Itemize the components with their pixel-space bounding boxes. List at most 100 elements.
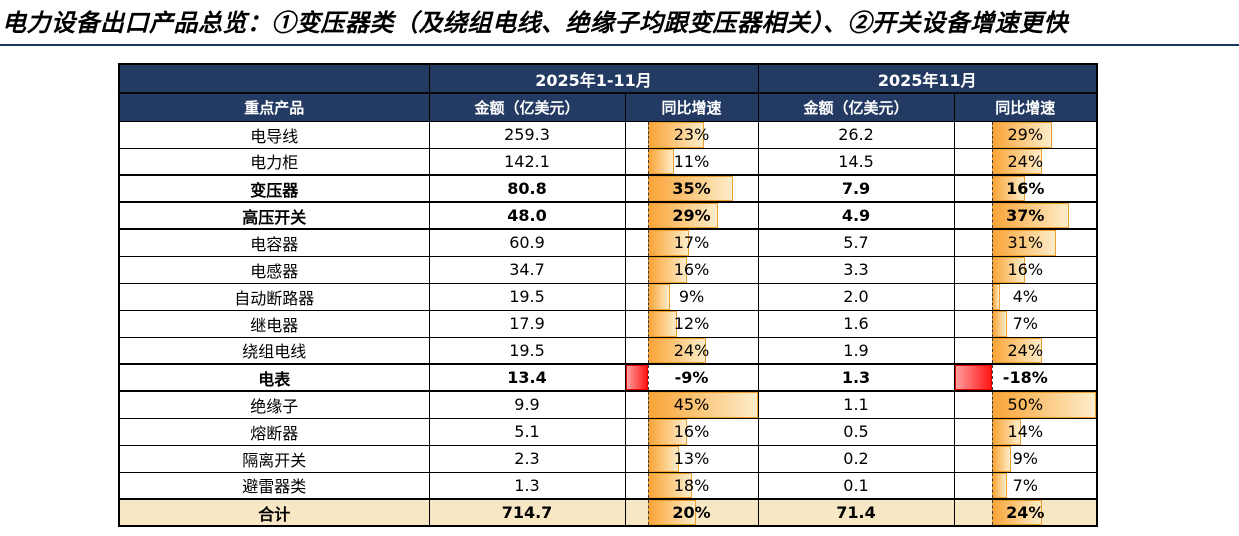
growth-cell-ytd: 9% <box>624 282 759 311</box>
product-cell: 继电器 <box>118 309 430 338</box>
nov-amount-cell: 14.5 <box>757 147 955 176</box>
growth-cell-nov: 50% <box>953 390 1098 419</box>
growth-cell-ytd: 20% <box>624 498 759 527</box>
growth-value: 23% <box>673 125 710 144</box>
zero-axis-line <box>991 230 993 255</box>
growth-value: 37% <box>1006 206 1045 225</box>
growth-value: 14% <box>1007 422 1044 441</box>
zero-axis-line <box>647 149 649 174</box>
nov-amount-cell: 3.3 <box>757 255 955 284</box>
zero-axis-line <box>647 446 649 471</box>
zero-axis-line <box>991 204 993 227</box>
growth-value: 9% <box>678 287 705 306</box>
growth-value: 13% <box>673 449 710 468</box>
product-cell: 自动断路器 <box>118 282 430 311</box>
positive-growth-bar <box>647 419 687 444</box>
zero-axis-line <box>647 177 649 200</box>
growth-value: -18% <box>1002 368 1048 387</box>
zero-axis-line <box>991 392 993 417</box>
zero-axis-line <box>991 501 993 524</box>
header-ytd-amount: 金额（亿美元） <box>428 92 626 122</box>
nov-amount-cell: 1.1 <box>757 390 955 419</box>
positive-growth-bar <box>647 392 758 417</box>
growth-cell-ytd: 18% <box>624 471 759 500</box>
growth-cell-ytd: 29% <box>624 201 759 230</box>
table-row: 绕组电线 19.5 24% 1.9 24% <box>118 336 1098 365</box>
zero-axis-line <box>647 501 649 524</box>
header-group-ytd: 2025年1-11月 <box>428 63 759 94</box>
product-cell: 电感器 <box>118 255 430 284</box>
positive-growth-bar <box>647 338 707 363</box>
growth-value: 16% <box>1006 179 1045 198</box>
growth-cell-ytd: 16% <box>624 255 759 284</box>
growth-value: 50% <box>1007 395 1044 415</box>
growth-cell-nov: 16% <box>953 174 1098 203</box>
nov-amount-cell: 26.2 <box>757 120 955 149</box>
table-row: 电容器 60.9 17% 5.7 31% <box>118 228 1098 257</box>
positive-growth-bar <box>991 419 1022 444</box>
negative-growth-bar <box>955 366 992 389</box>
table-row: 电导线 259.3 23% 26.2 29% <box>118 120 1098 149</box>
growth-cell-nov: 7% <box>953 471 1098 500</box>
ytd-amount-cell: 19.5 <box>428 282 626 311</box>
nov-amount-cell: 0.1 <box>757 471 955 500</box>
table-row: 熔断器 5.1 16% 0.5 14% <box>118 417 1098 446</box>
growth-value: 7% <box>1012 475 1038 495</box>
zero-axis-line <box>991 366 993 389</box>
growth-cell-nov: 4% <box>953 282 1098 311</box>
nov-amount-cell: 5.7 <box>757 228 955 257</box>
zero-axis-line <box>647 122 649 147</box>
growth-value: 45% <box>673 395 710 415</box>
zero-axis-line <box>647 366 649 389</box>
positive-growth-bar <box>991 122 1053 147</box>
positive-growth-bar <box>647 446 680 471</box>
header-corner-cell <box>118 63 430 94</box>
table-header-group-row: 2025年1-11月 2025年11月 <box>118 63 1098 94</box>
table-row: 绝缘子 9.9 45% 1.1 50% <box>118 390 1098 419</box>
growth-cell-ytd: 24% <box>624 336 759 365</box>
growth-value: 31% <box>1007 233 1044 253</box>
zero-axis-line <box>991 311 993 336</box>
growth-value: 16% <box>673 260 710 279</box>
ytd-amount-cell: 1.3 <box>428 471 626 500</box>
growth-cell-nov: 29% <box>953 120 1098 149</box>
growth-cell-ytd: 16% <box>624 417 759 446</box>
positive-growth-bar <box>991 392 1096 417</box>
growth-cell-nov: 24% <box>953 147 1098 176</box>
zero-axis-line <box>991 284 993 309</box>
header-product: 重点产品 <box>118 92 430 122</box>
table-row: 高压开关 48.0 29% 4.9 37% <box>118 201 1098 230</box>
growth-cell-ytd: 35% <box>624 174 759 203</box>
growth-value: 11% <box>673 151 710 171</box>
ytd-amount-cell: 13.4 <box>428 363 626 392</box>
growth-value: 24% <box>1007 151 1044 171</box>
zero-axis-line <box>647 419 649 444</box>
product-cell: 绝缘子 <box>118 390 430 419</box>
table-row: 自动断路器 19.5 9% 2.0 4% <box>118 282 1098 311</box>
product-cell: 避雷器类 <box>118 471 430 500</box>
growth-value: -9% <box>674 368 709 387</box>
table-row: 电感器 34.7 16% 3.3 16% <box>118 255 1098 284</box>
growth-cell-nov: 7% <box>953 309 1098 338</box>
growth-value: 29% <box>1007 125 1044 144</box>
ytd-amount-cell: 19.5 <box>428 336 626 365</box>
growth-cell-nov: 24% <box>953 498 1098 527</box>
growth-cell-nov: 14% <box>953 417 1098 446</box>
nov-amount-cell: 4.9 <box>757 201 955 230</box>
nov-amount-cell: 0.2 <box>757 444 955 473</box>
zero-axis-line <box>991 149 993 174</box>
zero-axis-line <box>647 311 649 336</box>
zero-axis-line <box>647 257 649 282</box>
zero-axis-line <box>647 392 649 417</box>
product-cell: 电导线 <box>118 120 430 149</box>
ytd-amount-cell: 34.7 <box>428 255 626 284</box>
table-row: 电表 13.4 -9% 1.3 -18% <box>118 363 1098 392</box>
header-group-nov: 2025年11月 <box>757 63 1098 94</box>
growth-value: 18% <box>673 475 710 495</box>
ytd-amount-cell: 714.7 <box>428 498 626 527</box>
positive-growth-bar <box>647 122 704 147</box>
total-row: 合计 714.7 20% 71.4 24% <box>118 498 1098 527</box>
growth-value: 20% <box>672 503 711 522</box>
header-nov-growth: 同比增速 <box>953 92 1098 122</box>
zero-axis-line <box>991 257 993 282</box>
